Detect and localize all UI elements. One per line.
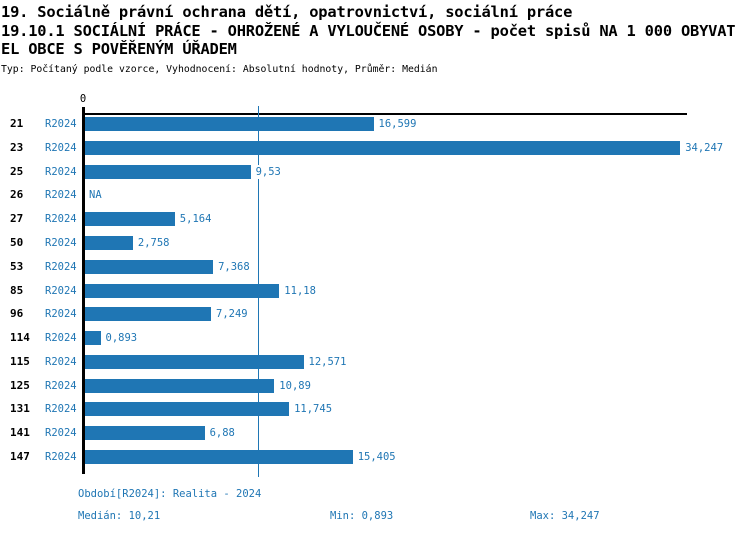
series-label: R2024 (45, 379, 77, 392)
bar-row: 27 R2024 5,164 (0, 212, 750, 227)
category-label: 96 (10, 307, 24, 321)
bar (85, 426, 205, 441)
bar-row: 21 R2024 16,599 (0, 117, 750, 131)
bar-row: 26 R2024 NA (0, 188, 750, 203)
median-stat: Medián: 10,21 (78, 510, 161, 522)
bar (85, 450, 353, 464)
bar (85, 235, 133, 250)
value-label: 7,368 (217, 259, 251, 274)
series-label: R2024 (45, 308, 77, 321)
bar (85, 378, 275, 393)
category-label: 125 (10, 378, 30, 392)
category-label: 27 (10, 212, 24, 226)
series-label: R2024 (45, 213, 77, 226)
bar (85, 212, 175, 227)
category-label: 131 (10, 402, 30, 416)
bar-row: 96 R2024 7,249 (0, 307, 750, 322)
x-axis-zero-tick-label: 0 (79, 93, 87, 105)
value-label: 9,53 (254, 164, 282, 179)
bar (85, 140, 681, 155)
bar-row: 53 R2024 7,368 (0, 259, 750, 274)
series-label: R2024 (45, 141, 77, 154)
bar-row: 125 R2024 10,89 (0, 378, 750, 393)
bar-row: 115 R2024 12,571 (0, 354, 750, 369)
value-label: 34,247 (684, 140, 725, 155)
category-label: 53 (10, 259, 24, 273)
category-label: 26 (10, 188, 24, 202)
indicator-title-line2: EL OBCE S POVĚŘENÝM ÚŘADEM (1, 39, 237, 58)
series-label: R2024 (45, 260, 77, 273)
x-axis-line (82, 113, 687, 115)
bar (85, 331, 101, 346)
bar (85, 283, 280, 298)
bar-row: 114 R2024 0,893 (0, 331, 750, 346)
bar-row: 147 R2024 15,405 (0, 450, 750, 464)
value-label: 12,571 (307, 354, 348, 369)
value-label: 16,599 (377, 117, 418, 131)
bar-row: 23 R2024 34,247 (0, 140, 750, 155)
indicator-title-line1: 19.10.1 SOCIÁLNÍ PRÁCE - OHROŽENÉ A VYLO… (1, 21, 736, 40)
bar-row: 85 R2024 11,18 (0, 283, 750, 298)
category-label: 115 (10, 354, 30, 368)
bar (85, 117, 374, 131)
category-label: 23 (10, 140, 24, 154)
value-label: 0,893 (104, 331, 139, 346)
bar-row: 50 R2024 2,758 (0, 235, 750, 250)
category-label: 21 (10, 117, 24, 130)
category-label: 50 (10, 235, 24, 249)
series-label: R2024 (45, 355, 77, 368)
bar (85, 259, 214, 274)
series-label: R2024 (45, 451, 77, 463)
series-label: R2024 (45, 403, 77, 416)
category-label: 114 (10, 331, 30, 345)
value-label: 15,405 (356, 450, 397, 464)
value-label: 6,88 (208, 426, 236, 441)
series-label: R2024 (45, 118, 77, 130)
category-label: 147 (10, 450, 30, 463)
category-label: 85 (10, 283, 24, 297)
bar-row: 131 R2024 11,745 (0, 402, 750, 417)
bar (85, 354, 304, 369)
bar (85, 307, 211, 322)
bar (85, 164, 251, 179)
category-label: 141 (10, 426, 30, 440)
series-label: R2024 (45, 165, 77, 178)
period-label: Období[R2024]: Realita - 2024 (78, 488, 262, 500)
value-label: NA (88, 188, 103, 203)
min-stat: Min: 0,893 (330, 510, 394, 522)
value-label: 10,89 (278, 378, 312, 393)
bar-row: 141 R2024 6,88 (0, 426, 750, 441)
value-label: 11,18 (283, 283, 317, 298)
category-label: 25 (10, 164, 24, 178)
bar-row: 25 R2024 9,53 (0, 164, 750, 179)
series-label: R2024 (45, 189, 77, 202)
indicator-meta: Typ: Počítaný podle vzorce, Vyhodnocení:… (1, 64, 438, 75)
series-label: R2024 (45, 332, 77, 345)
x-axis-gridline-tick (257, 106, 259, 113)
report-title: 19. Sociálně právní ochrana dětí, opatro… (1, 3, 573, 21)
series-label: R2024 (45, 284, 77, 297)
y-axis-line (82, 107, 85, 474)
value-label: 2,758 (136, 235, 171, 250)
value-label: 11,745 (293, 402, 334, 417)
max-stat: Max: 34,247 (530, 510, 600, 522)
bar (85, 402, 290, 417)
series-label: R2024 (45, 427, 77, 440)
value-label: 5,164 (178, 212, 213, 227)
value-label: 7,249 (215, 307, 249, 322)
series-label: R2024 (45, 236, 77, 249)
